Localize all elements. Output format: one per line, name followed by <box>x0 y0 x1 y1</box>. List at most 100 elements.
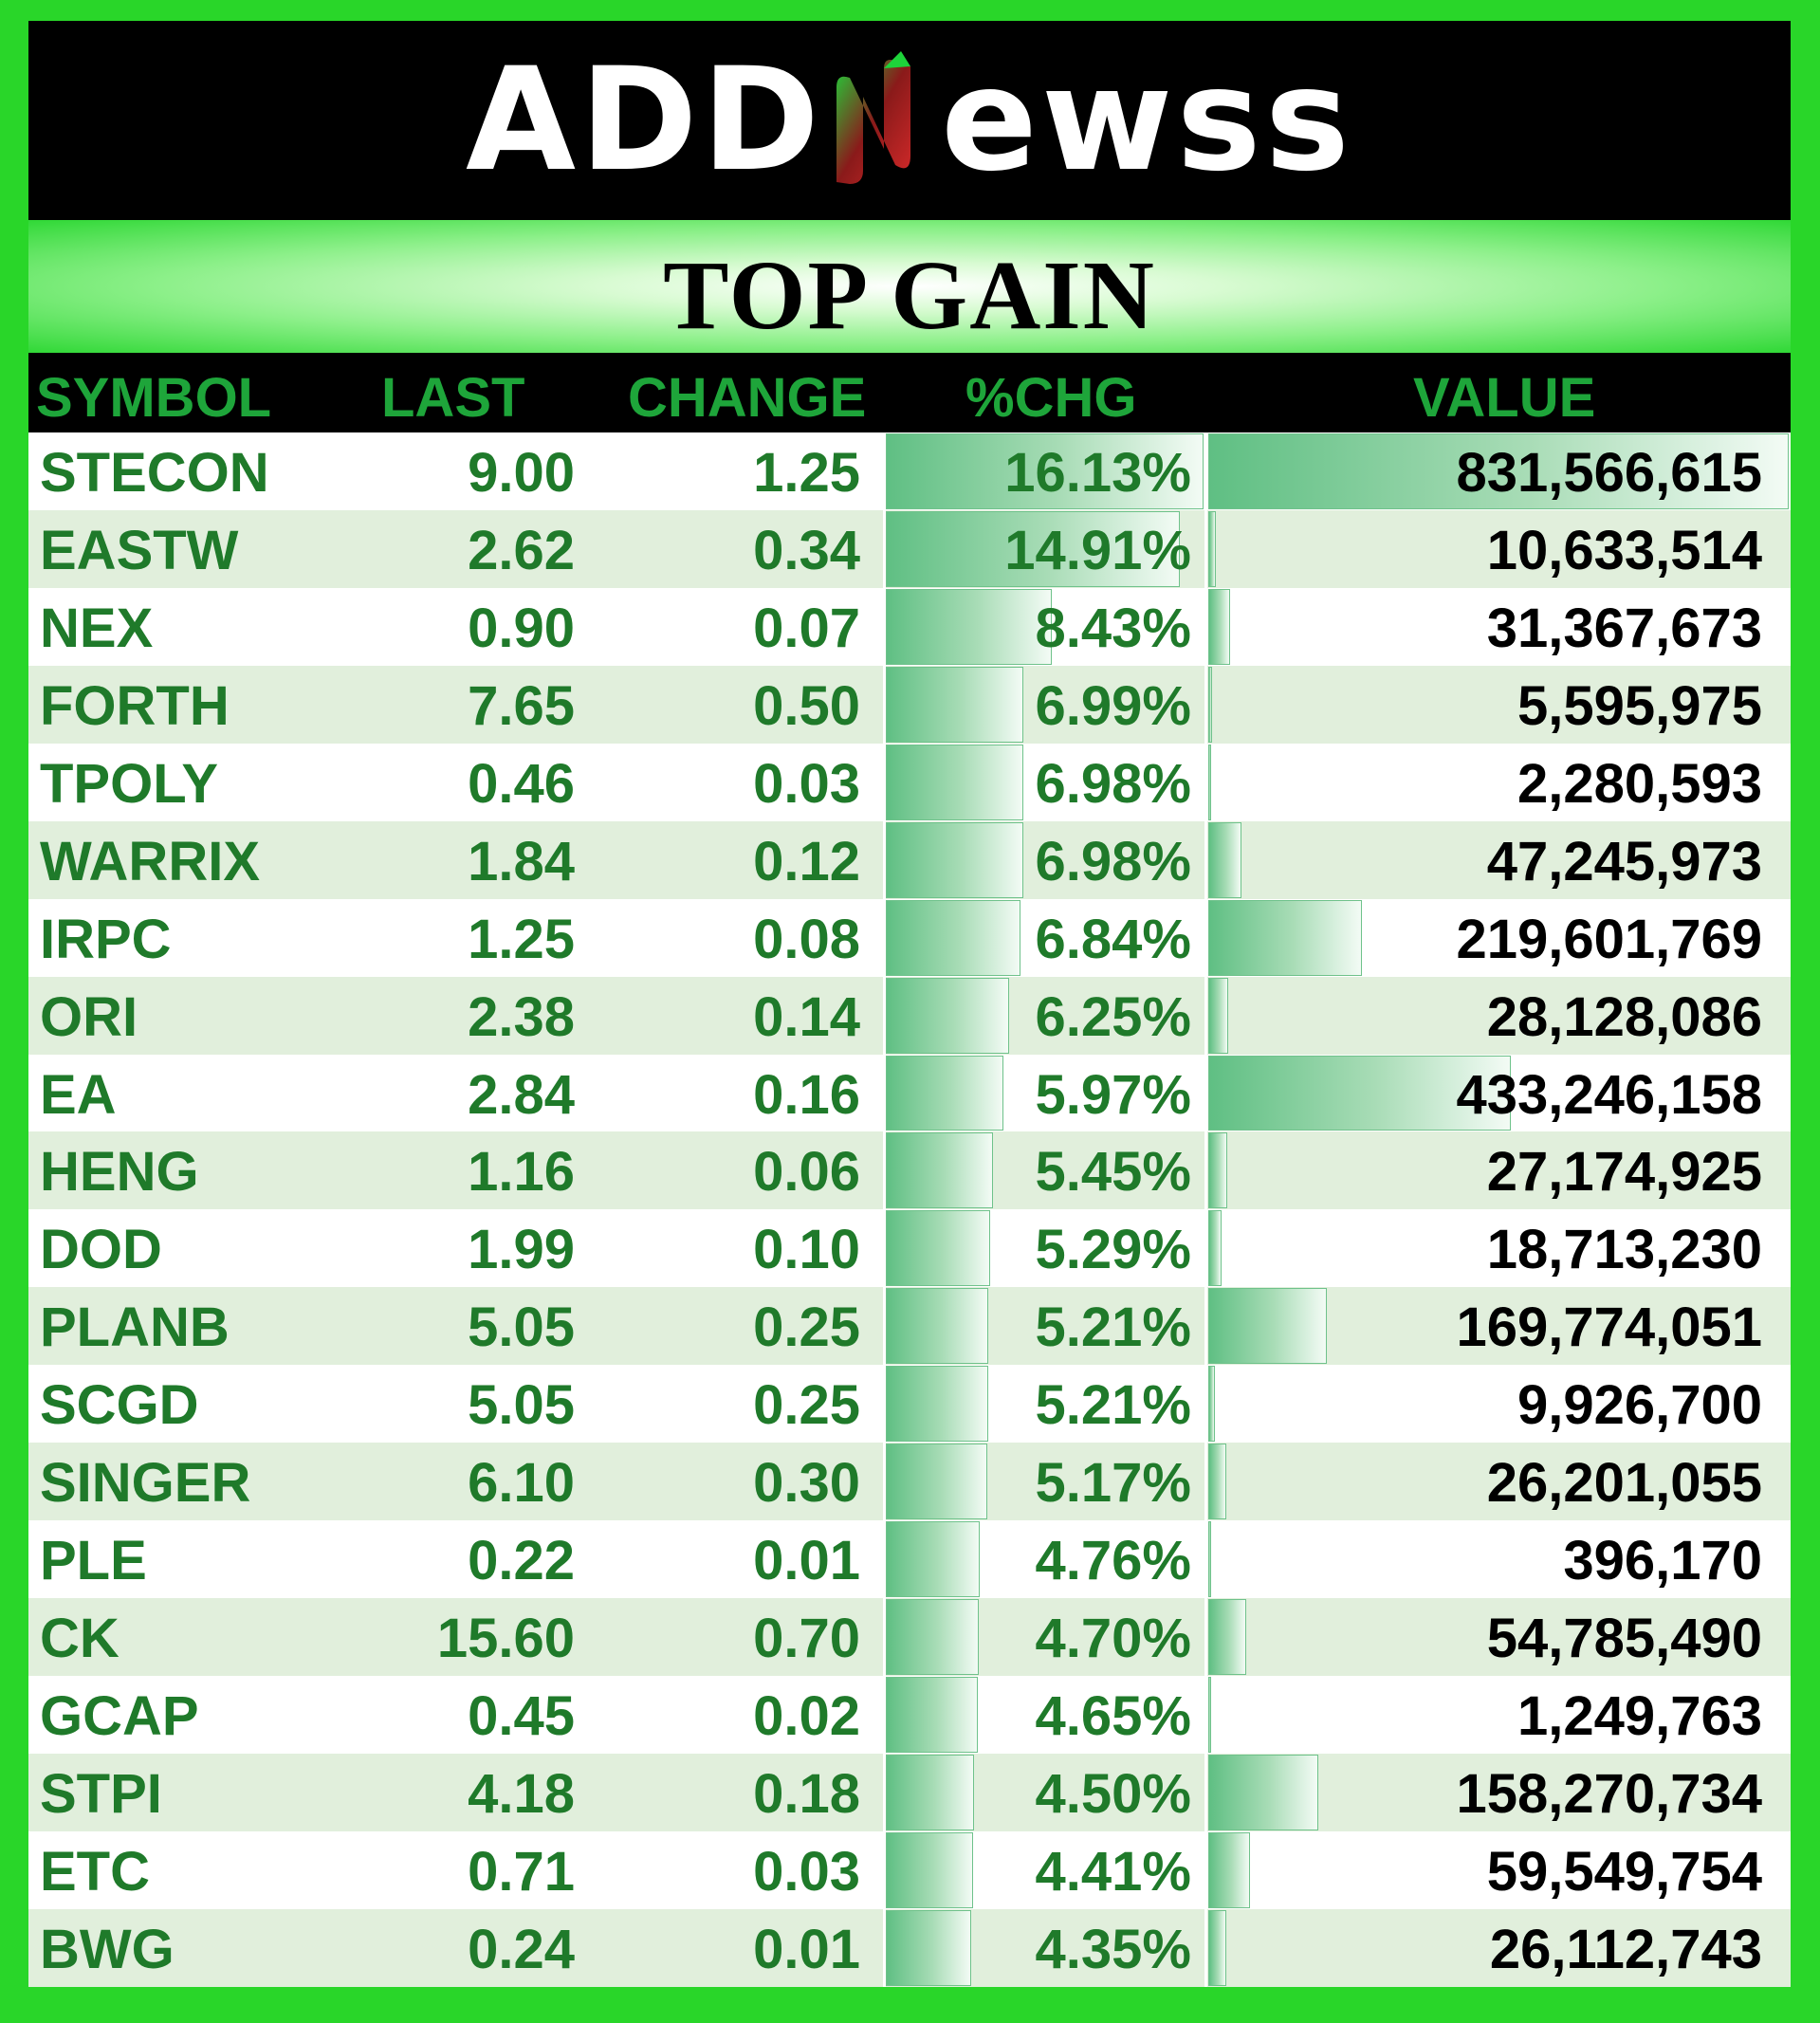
row-symbol: ORI <box>40 985 138 1048</box>
row-last: 0.45 <box>468 1685 575 1747</box>
title-banner: TOP GAIN <box>28 220 1791 353</box>
row-pct-change: 6.99% <box>1035 674 1191 737</box>
column-divider <box>883 1753 886 1831</box>
table-row: PLE 0.22 0.01 4.76% 396,170 <box>28 1520 1791 1599</box>
row-last: 0.22 <box>468 1530 575 1592</box>
value-bar <box>1208 744 1211 820</box>
table-row: FORTH 7.65 0.50 6.99% 5,595,975 <box>28 665 1791 744</box>
row-value: 27,174,925 <box>1486 1141 1762 1204</box>
pct-bar <box>886 1288 989 1365</box>
row-last: 5.05 <box>468 1297 575 1359</box>
row-last: 9.00 <box>468 442 575 504</box>
column-divider <box>1204 743 1207 821</box>
pct-bar <box>886 1132 994 1209</box>
row-change: 0.03 <box>753 752 860 815</box>
column-divider <box>883 898 886 977</box>
row-value: 31,367,673 <box>1486 597 1762 659</box>
column-divider <box>883 587 886 666</box>
row-change: 0.18 <box>753 1762 860 1825</box>
pct-bar <box>886 510 1180 587</box>
row-change: 0.50 <box>753 674 860 737</box>
column-divider <box>883 432 886 510</box>
column-divider <box>883 665 886 744</box>
row-last: 15.60 <box>436 1608 575 1670</box>
value-bar <box>1208 899 1362 976</box>
table-row: EA 2.84 0.16 5.97% 433,246,158 <box>28 1054 1791 1132</box>
value-bar <box>1208 1055 1511 1131</box>
column-divider <box>1204 1209 1207 1288</box>
row-change: 0.16 <box>753 1063 860 1126</box>
row-symbol: DOD <box>40 1219 162 1281</box>
table-row: SINGER 6.10 0.30 5.17% 26,201,055 <box>28 1443 1791 1521</box>
row-symbol: WARRIX <box>40 830 260 892</box>
row-last: 0.90 <box>468 597 575 659</box>
table-row: DOD 1.99 0.10 5.29% 18,713,230 <box>28 1209 1791 1288</box>
pct-bar <box>886 1521 980 1598</box>
row-value: 54,785,490 <box>1486 1608 1762 1670</box>
logo-text-left: ADD <box>466 38 824 203</box>
row-symbol: TPOLY <box>40 752 219 815</box>
row-last: 1.84 <box>468 830 575 892</box>
row-pct-change: 4.35% <box>1035 1918 1191 1980</box>
column-divider <box>1204 1908 1207 1987</box>
row-symbol: FORTH <box>40 674 230 737</box>
value-bar <box>1208 1366 1216 1443</box>
row-symbol: NEX <box>40 597 154 659</box>
value-bar <box>1208 1444 1227 1520</box>
column-divider <box>883 1908 886 1987</box>
row-symbol: STPI <box>40 1762 162 1825</box>
pct-bar <box>886 1909 972 1986</box>
value-bar <box>1208 1754 1319 1830</box>
row-last: 1.25 <box>468 908 575 970</box>
value-bar <box>1208 433 1789 509</box>
row-value: 2,280,593 <box>1517 752 1762 815</box>
row-pct-change: 5.21% <box>1035 1374 1191 1437</box>
column-divider <box>1204 1443 1207 1521</box>
row-change: 0.01 <box>753 1530 860 1592</box>
row-last: 2.84 <box>468 1063 575 1126</box>
column-divider <box>1204 1753 1207 1831</box>
row-symbol: ETC <box>40 1840 150 1903</box>
row-change: 1.25 <box>753 442 860 504</box>
row-value: 26,201,055 <box>1486 1452 1762 1515</box>
column-divider <box>883 976 886 1055</box>
table-row: TPOLY 0.46 0.03 6.98% 2,280,593 <box>28 743 1791 821</box>
row-last: 4.18 <box>468 1762 575 1825</box>
column-divider <box>1204 820 1207 899</box>
column-divider <box>1204 1365 1207 1444</box>
row-change: 0.06 <box>753 1141 860 1204</box>
column-divider <box>1204 1598 1207 1676</box>
column-divider <box>1204 976 1207 1055</box>
table-row: WARRIX 1.84 0.12 6.98% 47,245,973 <box>28 820 1791 899</box>
value-bar <box>1208 666 1213 743</box>
row-pct-change: 4.76% <box>1035 1530 1191 1592</box>
column-divider <box>1204 509 1207 588</box>
table-body: STECON 9.00 1.25 16.13% 831,566,615 EASTW 2.62… <box>28 432 1791 1987</box>
row-change: 0.02 <box>753 1685 860 1747</box>
row-symbol: CK <box>40 1608 119 1670</box>
row-value: 433,246,158 <box>1456 1063 1762 1126</box>
column-divider <box>883 1209 886 1288</box>
row-pct-change: 6.84% <box>1035 908 1191 970</box>
pct-bar <box>886 1366 989 1443</box>
column-divider <box>883 1287 886 1366</box>
row-value: 18,713,230 <box>1486 1219 1762 1281</box>
value-bar <box>1208 1831 1250 1908</box>
row-pct-change: 5.45% <box>1035 1141 1191 1204</box>
column-divider <box>883 743 886 821</box>
row-pct-change: 4.65% <box>1035 1685 1191 1747</box>
row-change: 0.10 <box>753 1219 860 1281</box>
logo-n-icon <box>836 51 911 184</box>
row-pct-change: 5.97% <box>1035 1063 1191 1126</box>
column-divider <box>883 1830 886 1909</box>
row-value: 28,128,086 <box>1486 985 1762 1048</box>
table-row: NEX 0.90 0.07 8.43% 31,367,673 <box>28 587 1791 666</box>
row-last: 2.62 <box>468 519 575 581</box>
table-row: GCAP 0.45 0.02 4.65% 1,249,763 <box>28 1676 1791 1754</box>
row-symbol: HENG <box>40 1141 199 1204</box>
column-divider <box>1204 1676 1207 1754</box>
table-header: SYMBOL LAST CHANGE %CHG VALUE <box>28 353 1791 432</box>
table-row: HENG 1.16 0.06 5.45% 27,174,925 <box>28 1131 1791 1210</box>
row-symbol: GCAP <box>40 1685 199 1747</box>
row-value: 1,249,763 <box>1517 1685 1762 1747</box>
